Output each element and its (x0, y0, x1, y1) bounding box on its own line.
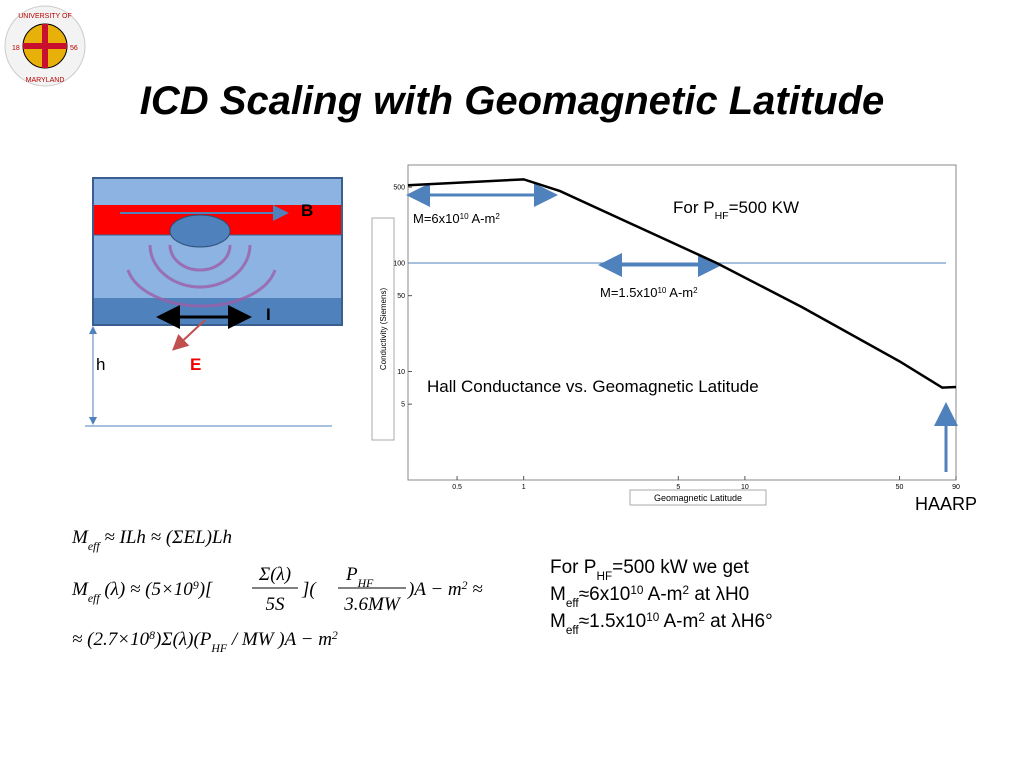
text-part: A-m (666, 285, 693, 300)
text-part: (λ) ≈ (5×10 (100, 579, 194, 600)
rich-text: Meff ≈ ILh ≈ (ΣEL)Lh (71, 527, 232, 553)
text-part: ≈6x10 (579, 584, 631, 605)
rich-text: M=1.5x1010 A-m2 (600, 285, 698, 300)
text-part: M (550, 584, 566, 605)
x-axis-label: Geomagnetic Latitude (654, 493, 742, 503)
y-tick-label: 10 (397, 369, 405, 376)
text-part: 10 (646, 611, 660, 624)
text-part: 2 (698, 611, 705, 624)
text-part: ≈1.5x10 (579, 611, 646, 632)
text-part: M (550, 611, 566, 632)
logo: UNIVERSITY OF MARYLAND 18 56 (4, 5, 86, 87)
text-part: eff (88, 592, 101, 605)
text-part: ≈ (2.7×10 (72, 629, 150, 650)
text-part: 10 (460, 212, 469, 221)
rich-text: Meff≈6x1010 A-m2 at λH0 (550, 584, 749, 610)
text-part: A-m (469, 211, 496, 226)
text-part: 2 (332, 629, 338, 642)
x-tick-label: 10 (741, 484, 749, 491)
text-part: =500 KW (729, 198, 799, 217)
eq-text: ]( (301, 579, 317, 600)
text-part: M (71, 527, 89, 548)
text-part: For P (550, 557, 596, 578)
text-part: 10 (630, 584, 644, 597)
text-part: at λH0 (689, 584, 749, 605)
caption: HAARP (915, 494, 977, 514)
rich-text: M=6x1010 A-m2 (413, 211, 500, 226)
y-tick-label: 500 (393, 185, 405, 192)
text-part: For P (673, 198, 715, 217)
text-part: 2 (683, 584, 690, 597)
x-tick-label: 1 (522, 484, 526, 491)
data-line (407, 178, 957, 389)
rich-text: PHF (345, 564, 374, 590)
text-part: P (345, 564, 358, 585)
diagram-label: E (190, 355, 201, 374)
text-part: eff (88, 540, 101, 553)
y-tick-label: 50 (397, 293, 405, 300)
text-part: 10 (657, 286, 666, 295)
text-part: 2 (462, 579, 468, 592)
y-tick-label: 5 (401, 402, 405, 409)
text-part: M=1.5x10 (600, 285, 657, 300)
text-part: HF (596, 570, 612, 583)
text-part: / MW )A − m (227, 629, 332, 650)
y-tick-label: 100 (393, 260, 405, 267)
text-part: 8 (149, 629, 155, 642)
rich-text: Hall Conductance vs. Geomagnetic Latitud… (427, 377, 759, 396)
text-part: )Σ(λ)(P (154, 629, 212, 650)
rich-text: Meff (λ) ≈ (5×109)[ (71, 579, 214, 605)
text-part: Hall Conductance vs. Geomagnetic Latitud… (427, 377, 759, 396)
fraction: 5S (266, 594, 286, 615)
rich-text: For PHF=500 KW (673, 198, 799, 222)
text-part: at λH6° (705, 611, 773, 632)
logo-text: MARYLAND (26, 77, 65, 84)
text-part: HF (715, 210, 730, 222)
rich-text: ≈ (2.7×108)Σ(λ)(PHF / MW )A − m2 (72, 629, 338, 655)
x-tick-label: 0.5 (452, 484, 462, 491)
diagram: B I h E (85, 177, 343, 427)
text-part: )[ (198, 579, 214, 600)
rich-text: Meff≈1.5x1010 A-m2 at λH6° (550, 611, 773, 637)
diagram-label: I (266, 305, 271, 324)
text-part: eff (566, 597, 580, 610)
text-part: eff (566, 624, 580, 637)
rich-text: For PHF=500 kW we get (550, 557, 750, 583)
x-tick-label: 90 (952, 484, 960, 491)
text-part: )A − m (407, 579, 462, 600)
x-label-box (629, 489, 767, 506)
text-part: =500 kW we get (612, 557, 749, 578)
text-part: M=6x10 (413, 211, 460, 226)
chart: Conductivity (Siemens) Geomagnetic Latit… (371, 164, 960, 506)
diagram-label: h (96, 355, 105, 374)
y-label-box (371, 217, 395, 441)
x-tick-label: 50 (896, 484, 904, 491)
text-part: 9 (193, 579, 199, 592)
text-part: 2 (693, 286, 698, 295)
y-axis-label: Conductivity (Siemens) (379, 288, 388, 371)
diagram-label: B (301, 201, 313, 220)
logo-text: UNIVERSITY OF (18, 13, 72, 20)
fraction: Σ(λ) (258, 564, 291, 585)
fraction: 3.6MW (343, 594, 402, 615)
text-part: HF (357, 577, 374, 590)
logo-text: 56 (70, 45, 78, 52)
rich-text: )A − m2 ≈ (407, 579, 483, 601)
text-part: ≈ (468, 579, 484, 600)
text-part: A-m (659, 611, 698, 632)
slide-title: ICD Scaling with Geomagnetic Latitude (140, 79, 885, 123)
x-tick-label: 5 (676, 484, 680, 491)
text-part: M (71, 579, 89, 600)
text-part: A-m (643, 584, 682, 605)
text-part: ≈ ILh ≈ (ΣEL)Lh (100, 527, 232, 548)
logo-text: 18 (12, 45, 20, 52)
text-part: HF (210, 642, 227, 655)
text-part: 2 (495, 212, 500, 221)
